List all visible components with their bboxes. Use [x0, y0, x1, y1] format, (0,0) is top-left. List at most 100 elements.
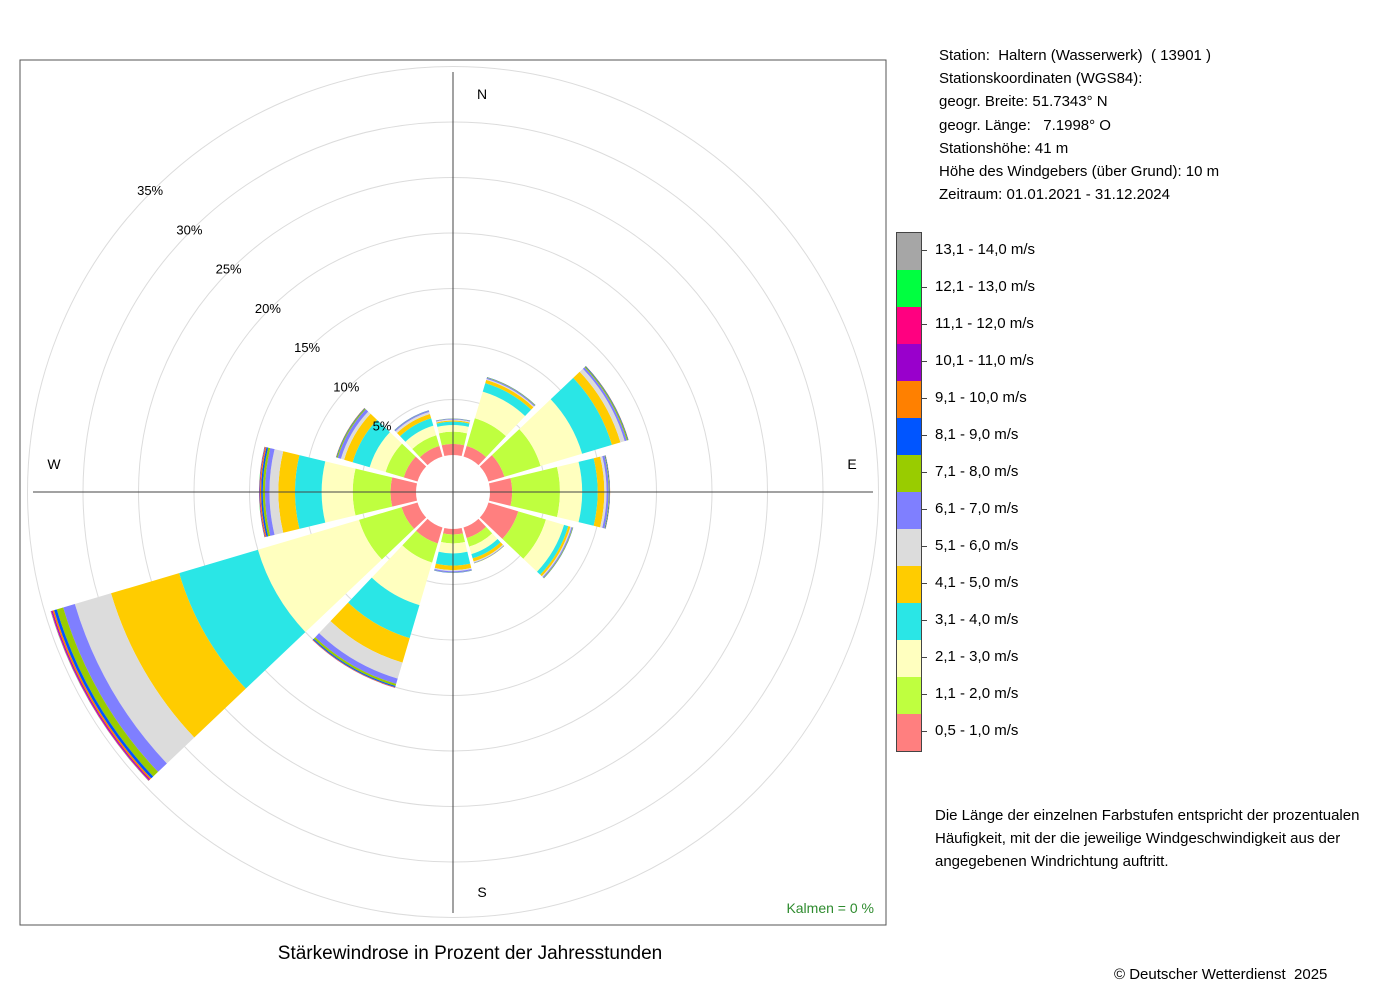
- sector-segment-60deg-class-2: [491, 429, 541, 477]
- sector-segment-180deg-class-7: [434, 568, 472, 573]
- legend-tick: [921, 509, 927, 510]
- sector-segment-330deg-class-1: [419, 445, 443, 466]
- legend-swatch: [897, 344, 921, 381]
- radial-tick-label: 25%: [216, 262, 242, 277]
- legend-tick: [921, 435, 927, 436]
- legend-swatch: [897, 603, 921, 640]
- sector-segment-180deg-class-8: [434, 570, 472, 573]
- legend-label: 2,1 - 3,0 m/s: [935, 648, 1019, 665]
- sector-segment-90deg-class-8: [604, 455, 610, 529]
- sector-segment-270deg-class-9: [261, 447, 269, 537]
- sector-segment-60deg-class-3: [519, 399, 583, 467]
- sector-segment-120deg-class-3: [523, 519, 565, 572]
- sector-segment-120deg-class-5: [540, 526, 571, 577]
- legend-label: 0,5 - 1,0 m/s: [935, 722, 1019, 739]
- sector-segment-270deg-class-11: [259, 446, 266, 538]
- station-name: Station: Haltern (Wasserwerk) ( 13901 ): [939, 47, 1212, 64]
- plot-frame: [19, 59, 887, 926]
- sector-segment-270deg-class-8: [262, 447, 271, 537]
- legend-label: 5,1 - 6,0 m/s: [935, 537, 1019, 554]
- sector-segment-300deg-class-3: [369, 432, 403, 473]
- legend-swatch: [897, 233, 921, 270]
- legend-label: 4,1 - 5,0 m/s: [935, 574, 1019, 591]
- legend-label: 6,1 - 7,0 m/s: [935, 500, 1019, 517]
- radial-tick-labels: 5% 10% 15% 20% 25% 30% 35%: [137, 183, 392, 434]
- legend-swatch: [897, 492, 921, 529]
- sector-segment-270deg-class-10: [260, 446, 267, 538]
- legend-label: 11,1 - 12,0 m/s: [935, 315, 1034, 332]
- chart-title: Stärkewindrose in Prozent der Jahresstun…: [277, 943, 663, 964]
- sector-segment-270deg-class-13: [259, 446, 265, 538]
- sector-segment-210deg-class-7: [315, 633, 398, 684]
- legend-label: 7,1 - 8,0 m/s: [935, 463, 1019, 480]
- legend-tick: [921, 250, 927, 251]
- legend-label: 9,1 - 10,0 m/s: [935, 389, 1027, 406]
- legend-swatch: [897, 270, 921, 307]
- sector-segment-300deg-class-4: [352, 419, 390, 468]
- sector-segment-270deg-class-12: [259, 446, 265, 538]
- sector-segment-30deg-class-5: [485, 379, 534, 410]
- sector-segment-300deg-class-6: [340, 411, 371, 460]
- sector-segment-0deg-class-7: [435, 418, 471, 422]
- sector-segment-90deg-class-6: [600, 456, 607, 528]
- wind-rose-chart: 5% 10% 15% 20% 25% 30% 35% N S E W Kalmen = 0 …: [19, 59, 887, 926]
- legend-swatch: [897, 455, 921, 492]
- radial-tick-label: 30%: [176, 222, 202, 237]
- sector-segment-30deg-class-2: [466, 418, 506, 458]
- sector-segment-240deg-class-4: [179, 549, 306, 689]
- legend-tick: [921, 287, 927, 288]
- time-period: Zeitraum: 01.01.2021 - 31.12.2024: [939, 186, 1170, 204]
- sector-segment-120deg-class-4: [537, 524, 569, 575]
- station-info: Station: Haltern (Wasserwerk) ( 13901 ) …: [939, 44, 1219, 206]
- explanation-note: Die Länge der einzelnen Farbstufen entsp…: [935, 807, 1360, 870]
- radial-tick-label: 5%: [373, 419, 392, 434]
- sector-segment-30deg-class-1: [463, 445, 487, 466]
- legend-swatch: [897, 714, 921, 751]
- sector-segment-270deg-class-7: [265, 448, 275, 536]
- sector-segment-240deg-class-2: [358, 507, 415, 560]
- grid-ring-7: [27, 66, 879, 918]
- compass-axes: [33, 72, 873, 913]
- radial-tick-label: 15%: [294, 340, 320, 355]
- sector-segment-120deg-class-2: [502, 511, 546, 559]
- calms-label: Kalmen = 0 %: [786, 900, 874, 916]
- sector-segment-150deg-class-6: [473, 544, 504, 563]
- station-longitude: geogr. Länge: 7.1998° O: [939, 116, 1111, 134]
- sector-segment-210deg-class-2: [402, 530, 438, 563]
- legend-label: 10,1 - 11,0 m/s: [935, 352, 1034, 369]
- sector-segment-240deg-class-5: [111, 573, 246, 738]
- legend-label: 12,1 - 13,0 m/s: [935, 278, 1036, 295]
- sector-segment-240deg-class-6: [74, 593, 195, 764]
- sector-segment-150deg-class-2: [466, 526, 493, 547]
- sector-segment-300deg-class-5: [344, 413, 378, 463]
- copyright: © Deutscher Wetterdienst 2025: [1114, 966, 1328, 983]
- sector-segment-60deg-class-6: [579, 368, 625, 443]
- station-coordinates-heading: Stationskoordinaten (WGS84):: [939, 70, 1143, 88]
- sector-segment-300deg-class-2: [385, 443, 416, 478]
- sector-segment-150deg-class-1: [463, 518, 487, 539]
- sector-segment-30deg-class-3: [474, 391, 526, 437]
- sector-segment-330deg-class-4: [400, 418, 434, 442]
- sector-segment-30deg-class-4: [482, 383, 532, 417]
- sector-segment-330deg-class-2: [412, 435, 440, 458]
- station-latitude: geogr. Breite: 51.7343° N: [939, 93, 1108, 111]
- sector-segment-150deg-class-5: [472, 542, 503, 562]
- legend-color-bar: [896, 232, 922, 752]
- legend-tick: [921, 398, 927, 399]
- legend-tick: [921, 620, 927, 621]
- sector-segment-0deg-class-9: [435, 418, 471, 421]
- legend-tick: [921, 546, 927, 547]
- legend-tick: [921, 731, 927, 732]
- legend-swatch: [897, 418, 921, 455]
- sensor-height: Höhe des Windgebers (über Grund): 10 m: [939, 163, 1220, 181]
- legend-swatch: [897, 381, 921, 418]
- sector-segment-60deg-class-4: [550, 377, 612, 454]
- sector-segment-210deg-class-3: [371, 545, 433, 606]
- legend-label: 1,1 - 2,0 m/s: [935, 685, 1019, 702]
- sector-segment-210deg-class-5: [330, 602, 410, 663]
- sector-segment-60deg-class-1: [479, 455, 505, 482]
- legend-swatch: [897, 677, 921, 714]
- legend-tick: [921, 657, 927, 658]
- sector-segment-330deg-class-3: [405, 425, 437, 450]
- sector-segment-240deg-class-3: [257, 519, 382, 633]
